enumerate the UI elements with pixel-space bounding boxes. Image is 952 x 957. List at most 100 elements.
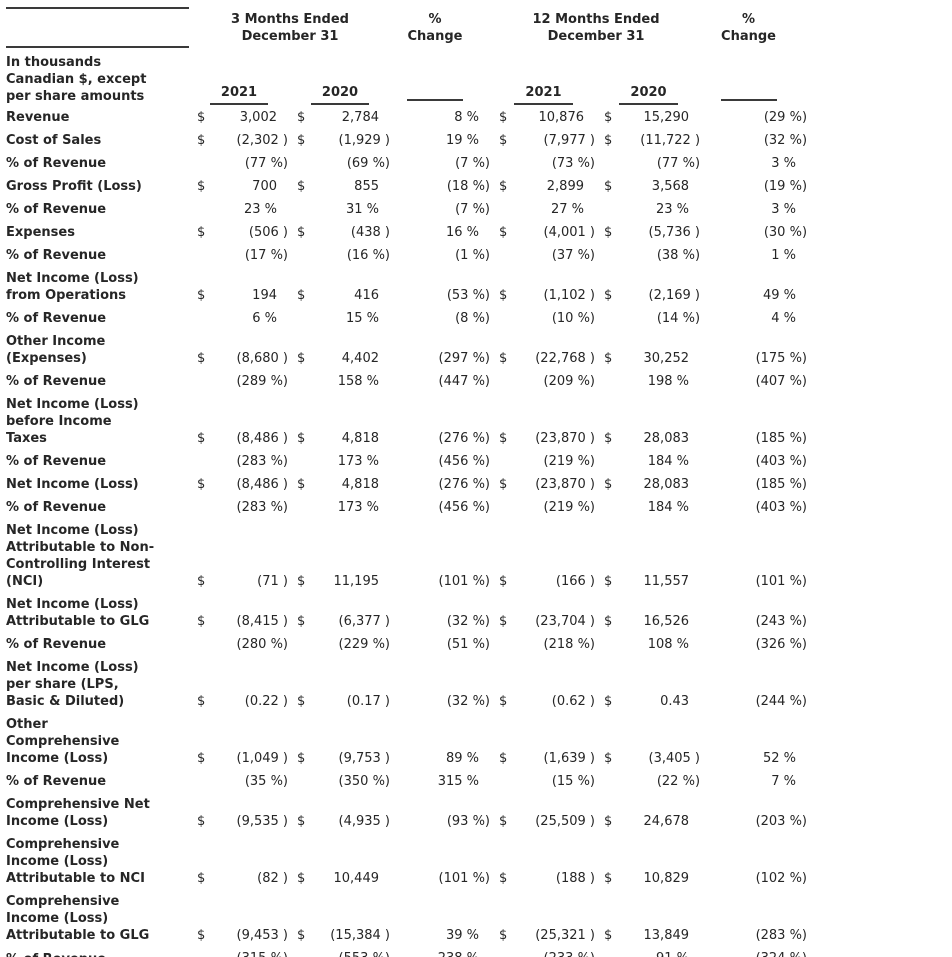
cell-value: 91 % xyxy=(656,950,689,957)
value-cell-12mo-2021: (15 %) xyxy=(491,769,596,792)
cell-value: (23,870 ) xyxy=(535,477,595,492)
value-cell-3mo-2021: $ (8,680 ) xyxy=(189,329,289,369)
value-cell-3mo-2021: (283 %) xyxy=(189,495,289,518)
value-cell-12mo-2021: $ (188 ) xyxy=(491,832,596,889)
currency-symbol: $ xyxy=(499,614,508,629)
value-cell-12mo-2021: (37 %) xyxy=(491,243,596,266)
cell-value: (185 %) xyxy=(755,431,808,446)
value-cell-3mo-2020: $ (15,384 ) xyxy=(289,889,391,946)
currency-symbol: $ xyxy=(197,477,206,492)
cell-value: (9,453 ) xyxy=(236,928,289,943)
value-cell-pct-change-3mo: 238 % xyxy=(391,946,491,957)
value-cell-12mo-2020: (22 %) xyxy=(596,769,701,792)
cell-value: 1 % xyxy=(771,248,797,263)
value-cell-3mo-2021: $ (506 ) xyxy=(189,220,289,243)
row-label: % of Revenue xyxy=(6,774,107,789)
currency-symbol: $ xyxy=(297,225,306,240)
cell-value: (101 %) xyxy=(755,574,808,589)
cell-value: 315 % xyxy=(437,774,479,789)
value-cell-3mo-2021: $ (8,486 ) xyxy=(189,392,289,449)
cell-value: 184 % xyxy=(647,500,690,515)
currency-symbol: $ xyxy=(297,477,306,492)
value-cell-pct-change-12mo: (407 %) xyxy=(701,369,808,392)
cell-value: (93 %) xyxy=(446,814,490,829)
value-cell-3mo-2020: $11,195 xyxy=(289,518,391,592)
cell-value: 4,818 xyxy=(341,431,379,446)
year-header-12mo-2021: 2021 xyxy=(491,47,596,105)
cell-value: (276 %) xyxy=(438,431,490,446)
value-cell-3mo-2020: (553 %) xyxy=(289,946,391,957)
cell-value: (32 %) xyxy=(446,694,490,709)
currency-symbol: $ xyxy=(297,574,306,589)
cell-value: 194 xyxy=(252,288,277,303)
currency-symbol: $ xyxy=(499,694,508,709)
row-label: Net Income (Loss) from Operations xyxy=(6,271,139,303)
value-cell-pct-change-12mo: 4 % xyxy=(701,306,808,329)
cell-value: (16 %) xyxy=(346,248,390,263)
currency-symbol: $ xyxy=(499,225,508,240)
cell-value: (73 %) xyxy=(551,156,595,171)
cell-value: 2,784 xyxy=(341,110,379,125)
cell-value: 23 % xyxy=(243,202,277,217)
cell-value: 4,818 xyxy=(341,477,379,492)
currency-symbol: $ xyxy=(499,288,508,303)
value-cell-12mo-2020: (38 %) xyxy=(596,243,701,266)
cell-value: (403 %) xyxy=(755,500,808,515)
row-label: Net Income (Loss) Attributable to GLG xyxy=(6,597,150,629)
value-cell-pct-change-3mo: 16 % xyxy=(391,220,491,243)
currency-symbol: $ xyxy=(197,751,206,766)
cell-value: (77 %) xyxy=(244,156,288,171)
row-label: % of Revenue xyxy=(6,311,107,326)
value-cell-12mo-2021: $ (22,768 ) xyxy=(491,329,596,369)
currency-symbol: $ xyxy=(297,431,306,446)
currency-symbol: $ xyxy=(197,225,206,240)
value-cell-pct-change-12mo: (403 %) xyxy=(701,495,808,518)
value-cell-12mo-2021: $ (166 ) xyxy=(491,518,596,592)
row-label: % of Revenue xyxy=(6,637,107,652)
currency-symbol: $ xyxy=(197,351,206,366)
value-cell-3mo-2020: $ (438 ) xyxy=(289,220,391,243)
cell-value: (1,929 ) xyxy=(338,133,391,148)
value-cell-3mo-2021: $ (71 ) xyxy=(189,518,289,592)
value-cell-pct-change-12mo: (283 %) xyxy=(701,889,808,946)
table-row: % of Revenue (280 %) (229 %) (51 %) (218… xyxy=(6,632,808,655)
cell-value: (350 %) xyxy=(338,774,390,789)
cell-value: (175 %) xyxy=(755,351,808,366)
pct-change-underline-3mo xyxy=(391,47,491,105)
row-label: Other Income (Expenses) xyxy=(6,334,106,366)
currency-symbol: $ xyxy=(604,110,613,125)
cell-value: (0.22 ) xyxy=(244,694,288,709)
row-label: Other Comprehensive Income (Loss) xyxy=(6,717,120,766)
value-cell-12mo-2020: 91 % xyxy=(596,946,701,957)
value-cell-pct-change-3mo: (276 %) xyxy=(391,392,491,449)
value-cell-pct-change-3mo: (297 %) xyxy=(391,329,491,369)
cell-value: (243 %) xyxy=(755,614,808,629)
value-cell-12mo-2020: 198 % xyxy=(596,369,701,392)
value-cell-3mo-2021: 6 % xyxy=(189,306,289,329)
value-cell-12mo-2020: 23 % xyxy=(596,197,701,220)
table-row: Net Income (Loss) from Operations $194 $… xyxy=(6,266,808,306)
value-cell-12mo-2020: $ (3,405 ) xyxy=(596,712,701,769)
row-label: Net Income (Loss) per share (LPS, Basic … xyxy=(6,660,139,709)
cell-value: 49 % xyxy=(762,288,797,303)
cell-value: (289 %) xyxy=(236,374,288,389)
value-cell-pct-change-12mo: (19 %) xyxy=(701,174,808,197)
currency-symbol: $ xyxy=(197,431,206,446)
value-cell-12mo-2021: (219 %) xyxy=(491,495,596,518)
value-cell-pct-change-3mo: (7 %) xyxy=(391,197,491,220)
value-cell-pct-change-12mo: 3 % xyxy=(701,151,808,174)
cell-value: (32 %) xyxy=(763,133,808,148)
cell-value: 15 % xyxy=(345,311,379,326)
cell-value: (7 %) xyxy=(455,202,490,217)
value-cell-pct-change-3mo: 39 % xyxy=(391,889,491,946)
cell-value: 89 % xyxy=(445,751,479,766)
cell-value: (219 %) xyxy=(543,454,595,469)
value-cell-3mo-2021: $ (82 ) xyxy=(189,832,289,889)
cell-value: 238 % xyxy=(438,950,479,957)
currency-symbol: $ xyxy=(197,694,206,709)
cell-value: 3 % xyxy=(771,202,797,217)
value-cell-12mo-2020: $13,849 xyxy=(596,889,701,946)
row-label: % of Revenue xyxy=(6,156,107,171)
cell-value: (15,384 ) xyxy=(330,928,390,943)
value-cell-12mo-2021: $ (23,870 ) xyxy=(491,392,596,449)
